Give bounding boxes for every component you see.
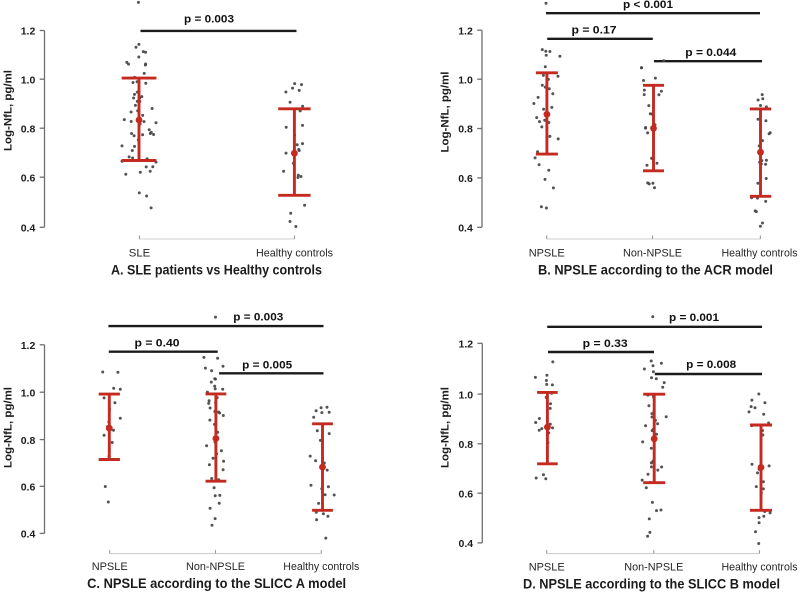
svg-text:Log-NfL, pg/ml: Log-NfL, pg/ml (440, 387, 452, 468)
svg-text:p = 0.001: p = 0.001 (669, 312, 719, 324)
svg-text:1.0: 1.0 (21, 74, 36, 86)
svg-text:1.0: 1.0 (21, 387, 36, 399)
svg-text:0.4: 0.4 (458, 538, 473, 550)
svg-text:0.8: 0.8 (458, 439, 473, 451)
svg-text:p = 0.008: p = 0.008 (686, 359, 736, 371)
svg-text:Log-NfL, pg/ml: Log-NfL, pg/ml (440, 72, 452, 153)
svg-text:1.2: 1.2 (21, 26, 36, 38)
svg-text:0.8: 0.8 (21, 123, 36, 135)
svg-text:p = 0.044: p = 0.044 (685, 47, 737, 59)
svg-text:p = 0.003: p = 0.003 (233, 311, 283, 323)
svg-text:p = 0.003: p = 0.003 (184, 14, 234, 26)
svg-text:Log-NfL, pg/ml: Log-NfL, pg/ml (3, 70, 15, 151)
svg-text:Non-NPSLE: Non-NPSLE (624, 562, 683, 574)
svg-text:1.2: 1.2 (21, 340, 36, 352)
svg-text:0.8: 0.8 (21, 435, 36, 447)
svg-text:A. SLE patients vs Healthy con: A. SLE patients vs Healthy controls (111, 261, 322, 277)
svg-text:NPSLE: NPSLE (92, 561, 128, 573)
svg-text:0.8: 0.8 (458, 124, 473, 136)
svg-text:1.0: 1.0 (458, 74, 473, 86)
svg-text:B. NPSLE according to the ACR: B. NPSLE according to the ACR model (538, 261, 773, 277)
svg-text:1.0: 1.0 (458, 389, 473, 401)
svg-text:Healthy controls: Healthy controls (722, 562, 798, 574)
svg-text:1.2: 1.2 (458, 25, 473, 37)
svg-text:Log-NfL, pg/ml: Log-NfL, pg/ml (3, 387, 15, 468)
svg-text:p < 0.001: p < 0.001 (623, 0, 673, 11)
svg-text:0.6: 0.6 (458, 488, 473, 500)
svg-text:0.6: 0.6 (458, 173, 473, 185)
svg-text:Non-NPSLE: Non-NPSLE (623, 248, 682, 260)
svg-text:Healthy controls: Healthy controls (722, 248, 798, 260)
svg-text:C. NPSLE according to the SLIC: C. NPSLE according to the SLICC A model (87, 575, 346, 591)
svg-text:NPSLE: NPSLE (529, 248, 565, 260)
svg-text:1.2: 1.2 (458, 339, 473, 351)
svg-text:0.4: 0.4 (21, 223, 36, 235)
svg-text:Healthy controls: Healthy controls (256, 248, 333, 260)
svg-text:D. NPSLE according to the SLIC: D. NPSLE according to the SLICC B model (523, 575, 780, 591)
svg-text:SLE: SLE (129, 248, 151, 260)
svg-text:p = 0.17: p = 0.17 (572, 25, 617, 37)
svg-text:p = 0.33: p = 0.33 (583, 338, 628, 350)
svg-text:0.6: 0.6 (21, 172, 36, 184)
svg-text:p = 0.005: p = 0.005 (242, 359, 292, 371)
svg-text:NPSLE: NPSLE (529, 562, 565, 574)
svg-text:0.4: 0.4 (21, 529, 36, 541)
svg-text:Non-NPSLE: Non-NPSLE (186, 561, 245, 573)
svg-text:0.6: 0.6 (21, 482, 36, 494)
svg-text:p = 0.40: p = 0.40 (135, 338, 180, 350)
svg-text:Healthy controls: Healthy controls (283, 561, 359, 573)
svg-text:0.4: 0.4 (458, 223, 473, 235)
